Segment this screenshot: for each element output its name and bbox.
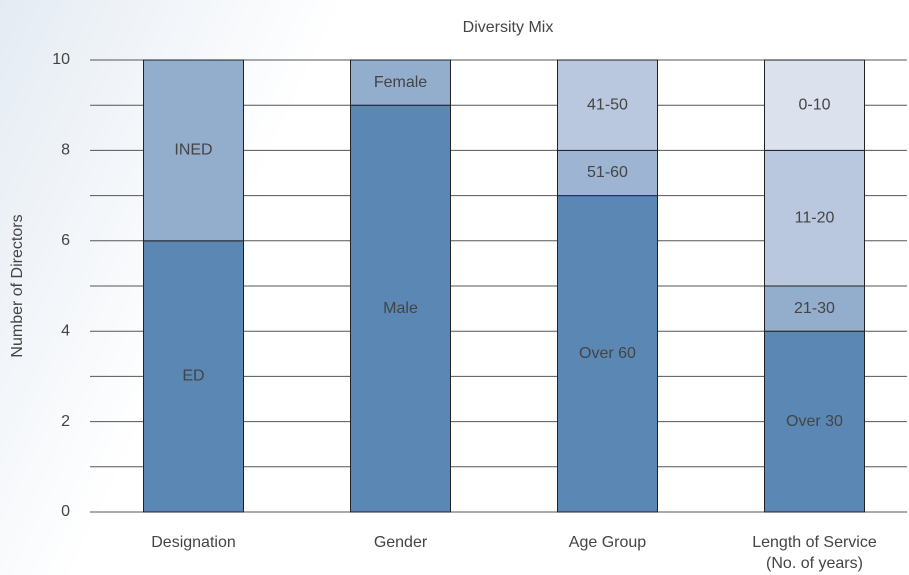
x-tick-label: Age Group: [569, 534, 646, 551]
segment-label: Over 60: [579, 345, 636, 362]
bar-segment: [350, 104, 451, 513]
segment-label: 51-60: [587, 164, 628, 181]
y-tick-label: 10: [52, 51, 70, 68]
y-tick-label: 8: [61, 142, 70, 159]
segment-label: Female: [374, 74, 427, 91]
x-tick-label: Gender: [374, 534, 428, 551]
segment-label: Male: [383, 300, 418, 317]
bar-segment: [764, 149, 865, 287]
bar-segment: [557, 149, 658, 197]
bar-segment: [557, 59, 658, 151]
segment-label: 41-50: [587, 96, 628, 113]
y-axis-label: Number of Directors: [9, 214, 26, 357]
y-tick-label: 4: [61, 322, 70, 339]
bar-segment: [764, 59, 865, 151]
chart-title: Diversity Mix: [463, 19, 554, 36]
segment-label: Over 30: [786, 413, 843, 430]
segment-label: 11-20: [795, 209, 835, 226]
segment-label: ED: [182, 368, 204, 385]
y-tick-label: 6: [61, 232, 70, 249]
bar-segment: [350, 59, 451, 106]
bar-segment: [143, 240, 244, 513]
bar-segment: [764, 285, 865, 332]
segment-label: 21-30: [794, 300, 835, 317]
x-tick-label: Length of Service: [752, 534, 877, 551]
segment-label: INED: [174, 142, 212, 159]
bar-segment: [143, 59, 244, 242]
segment-label: 0-10: [798, 96, 830, 113]
bar-segment: [557, 195, 658, 513]
bar-segment: [764, 330, 865, 513]
y-tick-label: 2: [61, 413, 70, 430]
x-tick-label: Designation: [151, 534, 236, 551]
y-tick-label: 0: [61, 503, 70, 520]
x-tick-label: (No. of years): [766, 555, 863, 572]
